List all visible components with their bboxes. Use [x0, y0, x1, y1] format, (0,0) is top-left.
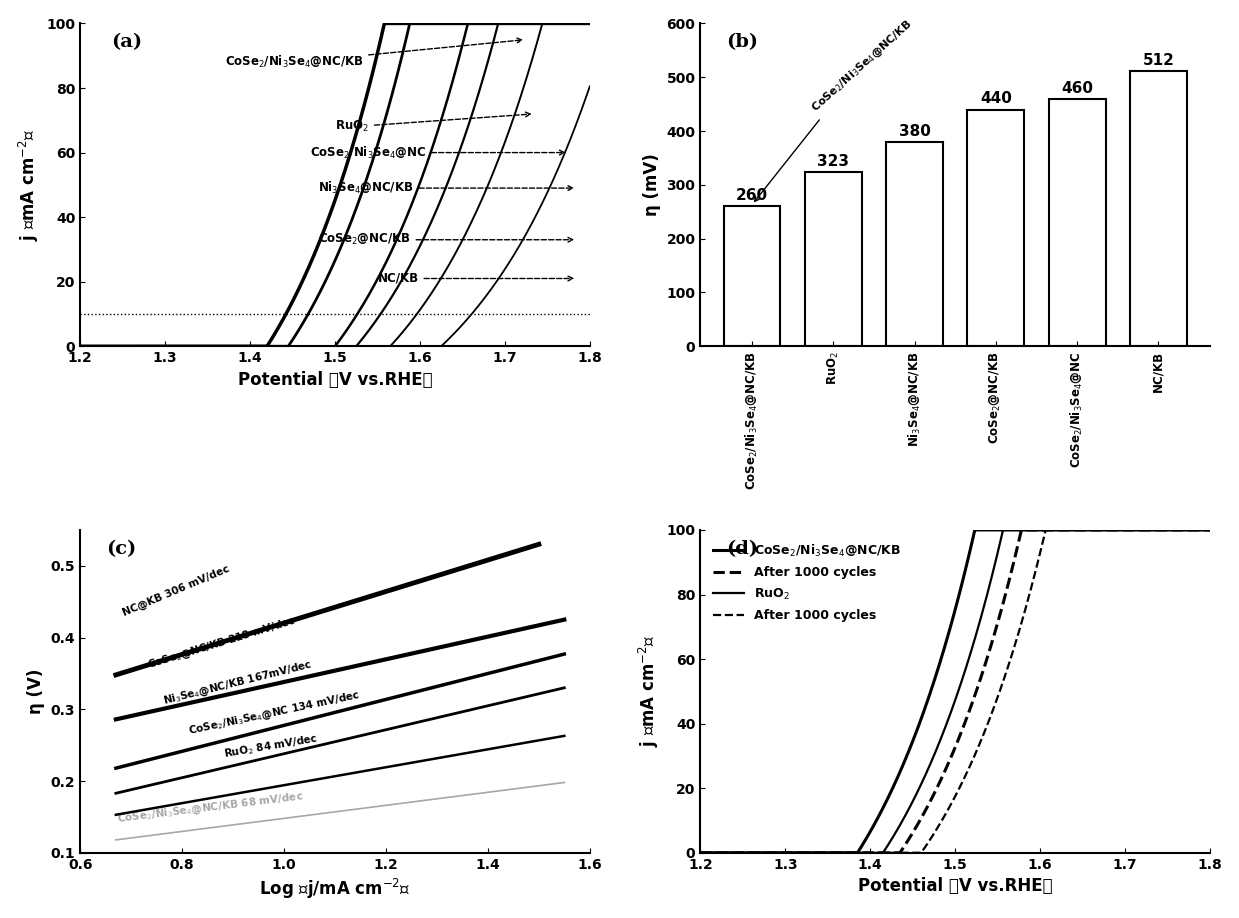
Legend: CoSe$_2$/Ni$_3$Se$_4$@NC/KB, After 1000 cycles, RuO$_2$, After 1000 cycles: CoSe$_2$/Ni$_3$Se$_4$@NC/KB, After 1000 … — [706, 536, 907, 629]
Text: RuO$_2$: RuO$_2$ — [335, 112, 530, 134]
Text: Ni$_3$Se$_4$@NC/KB 167mV/dec: Ni$_3$Se$_4$@NC/KB 167mV/dec — [162, 657, 313, 708]
Text: 323: 323 — [818, 154, 849, 169]
Bar — [1130, 71, 1187, 346]
Text: (b): (b) — [726, 33, 758, 51]
Text: NC@KB 306 mV/dec: NC@KB 306 mV/dec — [121, 564, 230, 618]
Y-axis label: j （mA cm$^{-2}$）: j （mA cm$^{-2}$） — [16, 129, 41, 241]
Text: CoSe$_2$/Ni$_3$Se$_4$@NC: CoSe$_2$/Ni$_3$Se$_4$@NC — [310, 144, 564, 161]
Y-axis label: η (mV): η (mV) — [643, 153, 660, 217]
Bar — [724, 207, 781, 346]
Text: CoSe$_2$@NC/KB: CoSe$_2$@NC/KB — [318, 232, 572, 247]
Text: 512: 512 — [1142, 52, 1175, 68]
Text: (d): (d) — [726, 540, 758, 557]
Text: 260: 260 — [736, 188, 768, 203]
Text: NC/KB: NC/KB — [378, 272, 572, 285]
Text: (c): (c) — [105, 540, 136, 557]
Bar — [805, 173, 861, 346]
X-axis label: Potential （V vs.RHE）: Potential （V vs.RHE） — [857, 878, 1052, 895]
Text: 440: 440 — [980, 91, 1012, 106]
Text: RuO$_2$ 84 mV/dec: RuO$_2$ 84 mV/dec — [223, 732, 320, 761]
Y-axis label: η (V): η (V) — [27, 668, 45, 714]
Text: (a): (a) — [110, 33, 142, 51]
X-axis label: Log （j/mA cm$^{-2}$）: Log （j/mA cm$^{-2}$） — [259, 878, 410, 901]
Bar — [886, 141, 943, 346]
Y-axis label: j （mA cm$^{-2}$）: j （mA cm$^{-2}$） — [637, 635, 660, 747]
Bar — [968, 109, 1025, 346]
Bar — [1048, 99, 1105, 346]
Text: 380: 380 — [898, 124, 930, 139]
X-axis label: Potential （V vs.RHE）: Potential （V vs.RHE） — [238, 371, 432, 388]
Text: 460: 460 — [1061, 81, 1093, 95]
Text: CoSe$_2$@NC/KB 218 mV/dec: CoSe$_2$@NC/KB 218 mV/dec — [146, 613, 297, 672]
Text: CoSe$_2$/Ni$_3$Se$_4$@NC/KB 68 mV/dec: CoSe$_2$/Ni$_3$Se$_4$@NC/KB 68 mV/dec — [116, 790, 304, 826]
Text: Ni$_3$Se$_4$@NC/KB: Ni$_3$Se$_4$@NC/KB — [318, 180, 572, 196]
Text: CoSe$_2$/Ni$_3$Se$_4$@NC/KB: CoSe$_2$/Ni$_3$Se$_4$@NC/KB — [755, 17, 916, 201]
Text: CoSe$_2$/Ni$_3$Se$_4$@NC/KB: CoSe$_2$/Ni$_3$Se$_4$@NC/KB — [224, 39, 522, 70]
Text: CoSe$_2$/Ni$_3$Se$_4$@NC 134 mV/dec: CoSe$_2$/Ni$_3$Se$_4$@NC 134 mV/dec — [187, 688, 362, 738]
